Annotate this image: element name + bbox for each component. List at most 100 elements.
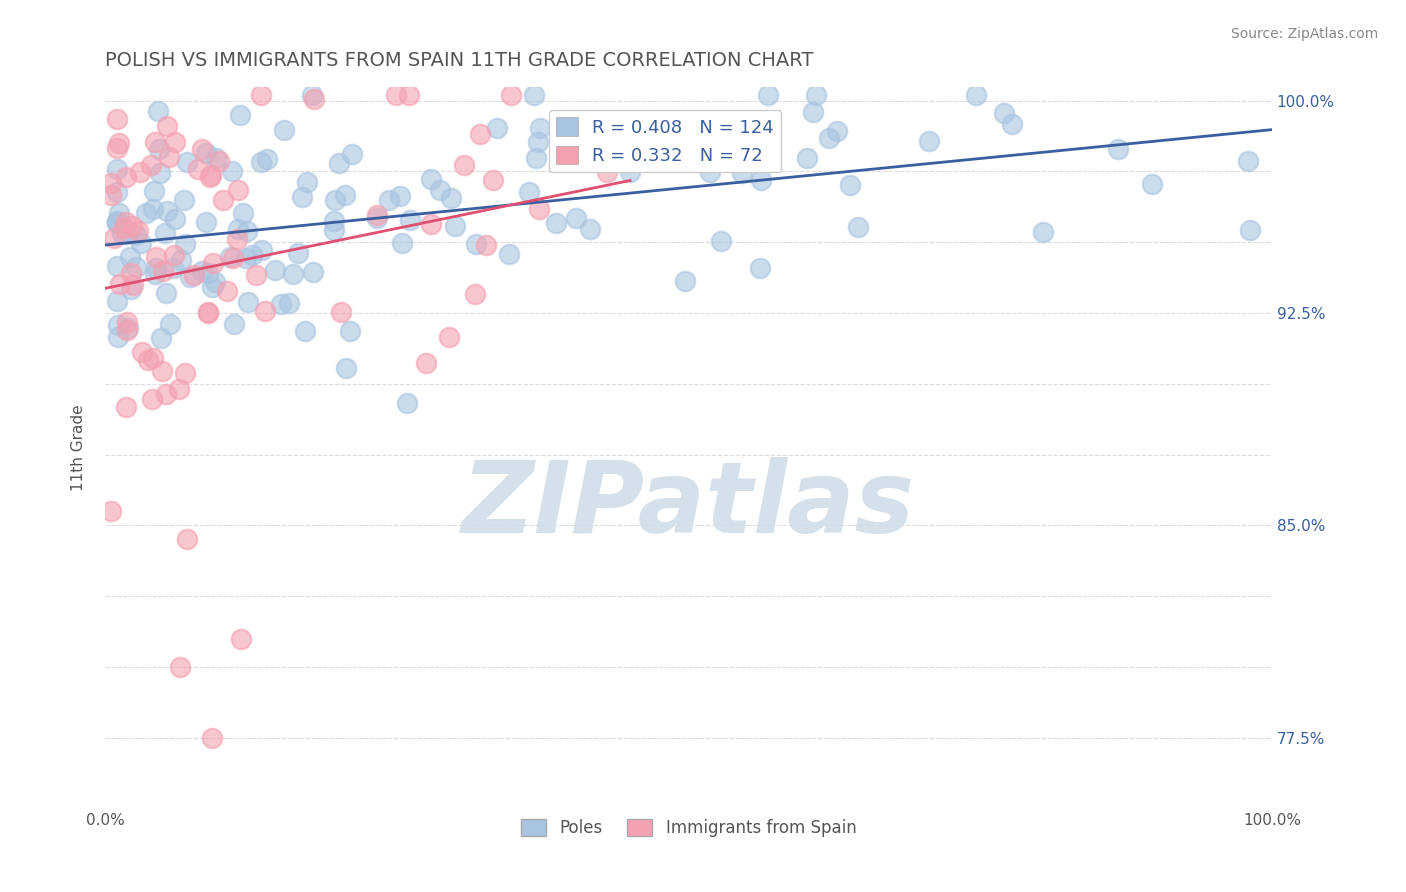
Point: [529, 202, 551, 216]
Point: [464, 287, 486, 301]
Point: [499, 88, 522, 103]
Point: [120, 250, 142, 264]
Point: [619, 165, 641, 179]
Point: [103, 231, 125, 245]
Point: [235, 224, 257, 238]
Point: [235, 251, 257, 265]
Point: [120, 282, 142, 296]
Point: [825, 124, 848, 138]
Point: [420, 172, 443, 186]
Point: [273, 123, 295, 137]
Point: [222, 251, 245, 265]
Point: [155, 285, 177, 300]
Point: [391, 236, 413, 251]
Point: [398, 212, 420, 227]
Point: [523, 88, 546, 103]
Point: [159, 318, 181, 332]
Point: [339, 325, 361, 339]
Point: [135, 206, 157, 220]
Point: [115, 323, 138, 337]
Point: [163, 136, 186, 150]
Point: [270, 297, 292, 311]
Point: [105, 213, 128, 227]
Point: [710, 234, 733, 248]
Point: [464, 237, 486, 252]
Point: [173, 237, 195, 252]
Legend: Poles, Immigrants from Spain: Poles, Immigrants from Spain: [515, 812, 863, 844]
Point: [526, 135, 548, 149]
Point: [141, 392, 163, 406]
Point: [846, 219, 869, 234]
Point: [323, 223, 346, 237]
Point: [100, 187, 122, 202]
Point: [150, 331, 173, 345]
Point: [146, 103, 169, 118]
Point: [429, 183, 451, 197]
Point: [169, 660, 191, 674]
Point: [176, 155, 198, 169]
Point: [329, 305, 352, 319]
Point: [801, 105, 824, 120]
Text: ZIPatlas: ZIPatlas: [463, 457, 915, 554]
Point: [125, 260, 148, 274]
Point: [287, 246, 309, 260]
Point: [208, 153, 231, 168]
Point: [238, 294, 260, 309]
Point: [129, 235, 152, 250]
Point: [366, 211, 388, 225]
Point: [201, 256, 224, 270]
Point: [162, 261, 184, 276]
Point: [231, 632, 253, 646]
Point: [526, 151, 548, 165]
Point: [395, 396, 418, 410]
Point: [1032, 225, 1054, 239]
Point: [212, 193, 235, 207]
Point: [219, 250, 242, 264]
Point: [818, 131, 841, 145]
Point: [105, 293, 128, 308]
Point: [468, 128, 491, 142]
Point: [333, 187, 356, 202]
Point: [378, 193, 401, 207]
Point: [225, 232, 247, 246]
Point: [1108, 142, 1130, 156]
Point: [340, 147, 363, 161]
Point: [150, 363, 173, 377]
Point: [115, 227, 138, 241]
Point: [100, 176, 122, 190]
Point: [105, 216, 128, 230]
Point: [323, 214, 346, 228]
Point: [105, 161, 128, 176]
Point: [198, 170, 221, 185]
Point: [756, 88, 779, 103]
Point: [114, 169, 136, 184]
Point: [529, 120, 551, 135]
Point: [142, 202, 165, 216]
Point: [187, 162, 209, 177]
Point: [250, 243, 273, 257]
Point: [127, 224, 149, 238]
Point: [205, 152, 228, 166]
Point: [302, 265, 325, 279]
Point: [107, 318, 129, 332]
Point: [194, 215, 217, 229]
Point: [179, 270, 201, 285]
Point: [486, 120, 509, 135]
Point: [156, 203, 179, 218]
Point: [194, 146, 217, 161]
Point: [107, 330, 129, 344]
Point: [190, 264, 212, 278]
Point: [197, 266, 219, 280]
Point: [145, 250, 167, 264]
Point: [453, 158, 475, 172]
Point: [107, 136, 129, 151]
Point: [388, 189, 411, 203]
Point: [730, 166, 752, 180]
Point: [143, 135, 166, 149]
Point: [221, 164, 243, 178]
Point: [323, 193, 346, 207]
Point: [139, 158, 162, 172]
Text: POLISH VS IMMIGRANTS FROM SPAIN 11TH GRADE CORRELATION CHART: POLISH VS IMMIGRANTS FROM SPAIN 11TH GRA…: [105, 51, 813, 70]
Point: [517, 185, 540, 199]
Point: [120, 266, 142, 280]
